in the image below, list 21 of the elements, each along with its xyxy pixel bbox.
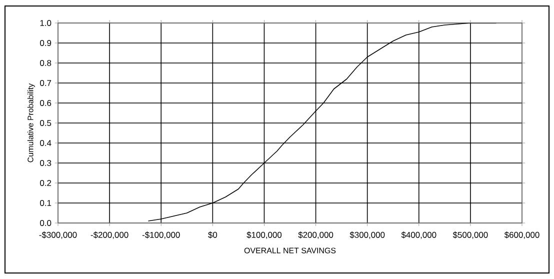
- x-tick-label: $600,000: [504, 232, 540, 239]
- x-tick-label: -$200,000: [90, 232, 128, 239]
- x-tick-label: -$100,000: [142, 232, 180, 239]
- y-tick-label: 0.4: [40, 140, 52, 146]
- x-tick-label: $200,000: [298, 232, 334, 239]
- y-tick-label: 0.3: [40, 160, 52, 166]
- x-tick-label: $400,000: [401, 232, 436, 239]
- y-tick-label: 0.7: [40, 80, 52, 86]
- x-tick-label: $100,000: [246, 232, 282, 239]
- x-tick-label: $0: [208, 232, 218, 238]
- y-tick-label: 1.0: [40, 20, 52, 26]
- x-tick-label: -$300,000: [39, 232, 77, 239]
- x-tick-label: $500,000: [452, 232, 488, 239]
- y-tick-label: 0.8: [40, 60, 52, 66]
- y-tick-label: 0.9: [40, 40, 52, 46]
- y-tick-label: 0.2: [40, 180, 52, 186]
- y-tick-label: 0.0: [40, 220, 52, 226]
- y-tick-label: 0.5: [40, 120, 52, 126]
- y-tick-label: 0.1: [40, 200, 52, 206]
- y-tick-label: 0.6: [40, 100, 52, 106]
- x-tick-label: $300,000: [350, 232, 385, 239]
